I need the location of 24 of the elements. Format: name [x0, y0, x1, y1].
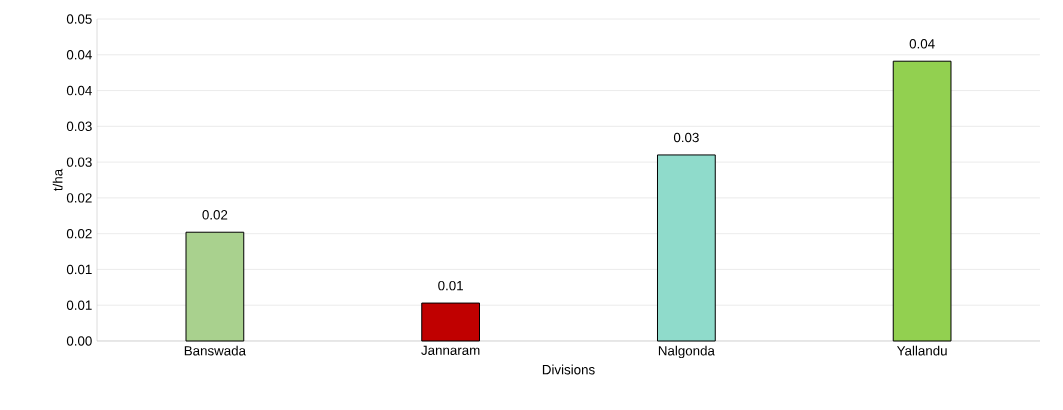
y-tick-label: 0.02	[66, 228, 92, 239]
y-axis-title: t/ha	[52, 168, 63, 191]
y-tick-label: 0.03	[66, 157, 92, 167]
x-axis-title: Divisions	[542, 364, 595, 375]
x-tick-label: Jannaram	[421, 345, 480, 355]
bar	[185, 231, 245, 342]
x-tick-label: Nalgonda	[658, 345, 715, 359]
bar	[892, 60, 952, 342]
y-tick-label: 0.03	[66, 121, 92, 132]
bar	[656, 154, 716, 342]
bar	[421, 302, 481, 342]
y-tick-label: 0.01	[66, 264, 92, 275]
data-label: 0.03	[673, 132, 699, 143]
y-tick-label: 0.04	[66, 85, 92, 96]
data-label: 0.04	[909, 39, 935, 49]
data-label: 0.02	[202, 210, 228, 220]
y-tick-label: 0.05	[66, 14, 92, 24]
x-tick-label: Banswada	[184, 345, 247, 356]
data-label: 0.01	[438, 280, 463, 291]
x-tick-label: Yallandu	[896, 345, 947, 356]
y-tick-label: 0.01	[66, 300, 92, 310]
y-tick-label: 0.02	[66, 193, 92, 203]
y-tick-label: 0.00	[66, 336, 92, 346]
y-tick-label: 0.04	[66, 50, 92, 60]
